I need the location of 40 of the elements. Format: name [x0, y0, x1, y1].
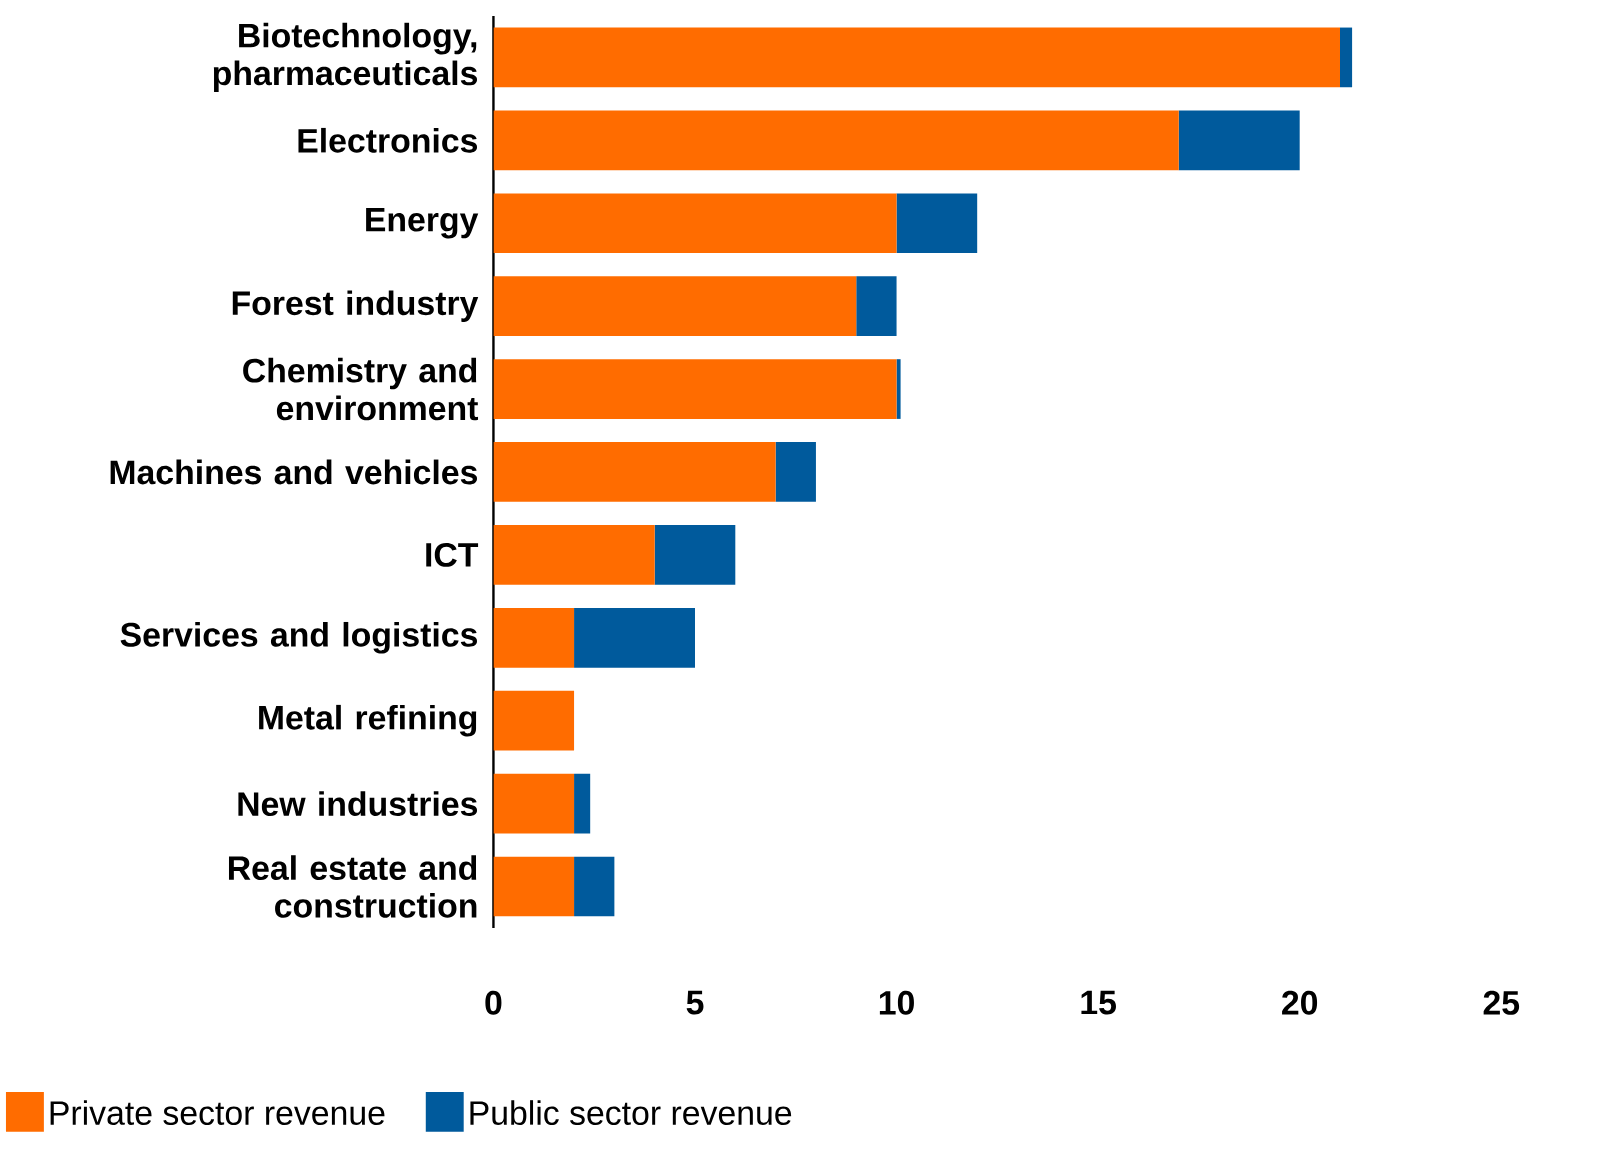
bar	[493, 607, 575, 668]
bar	[493, 27, 1340, 88]
y-tick-label: New industries	[238, 790, 478, 816]
bar	[493, 524, 655, 585]
bar	[574, 607, 695, 668]
y-tick-label: Electronics	[298, 127, 478, 153]
y-tick-label: ICT	[426, 542, 479, 567]
bar	[493, 773, 575, 834]
x-tick-label: 5	[686, 990, 704, 1015]
y-tick-label: Real estate and construction	[228, 854, 477, 918]
bar	[654, 524, 736, 585]
y-tick-label: Metal refining	[259, 704, 477, 737]
y-tick-label: Energy	[366, 207, 479, 239]
legend-label: Public sector revenue	[470, 1099, 792, 1125]
bar	[775, 441, 816, 502]
bar	[493, 441, 776, 502]
bar	[574, 773, 591, 834]
bar	[493, 276, 857, 336]
bar	[856, 276, 897, 336]
bar	[493, 193, 897, 253]
y-tick-label: Services and logistics	[120, 621, 478, 654]
y-tick-label: Biotechnology, pharmaceuticals	[213, 22, 478, 92]
x-tick-label: 10	[879, 990, 914, 1015]
y-tick-label: Forest industry	[232, 290, 479, 322]
bar	[574, 856, 615, 917]
bar	[493, 358, 897, 419]
x-tick-label: 15	[1081, 990, 1116, 1015]
bar	[493, 856, 575, 917]
bar	[896, 193, 978, 253]
bar	[1340, 27, 1353, 88]
bar	[493, 110, 1179, 170]
y-tick-label: Chemistry and environment	[243, 357, 479, 421]
x-tick-label: 0	[485, 990, 502, 1015]
x-tick-label: 25	[1483, 990, 1520, 1015]
legend-label: Private sector revenue	[50, 1099, 385, 1125]
y-tick-label: Machines and vehicles	[110, 459, 478, 485]
x-tick-label: 20	[1282, 990, 1318, 1015]
bar	[896, 358, 901, 419]
bar	[493, 690, 575, 751]
bar	[1178, 110, 1300, 170]
